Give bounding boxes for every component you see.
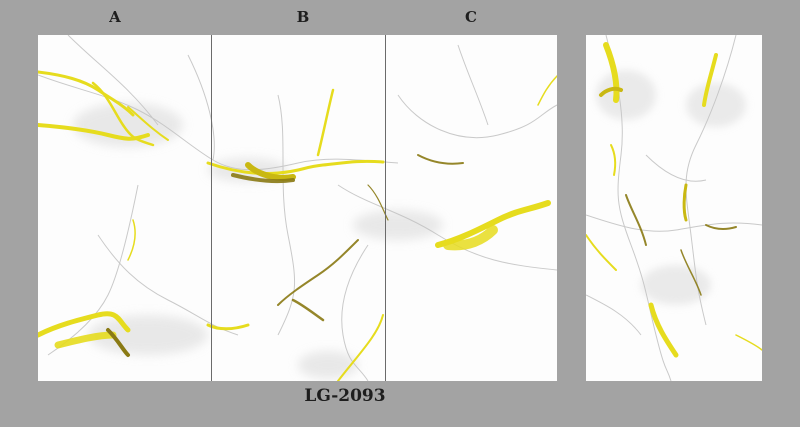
panel-divider-ab bbox=[211, 35, 212, 381]
marble-vein-pattern-main bbox=[38, 35, 557, 381]
marble-slab-side bbox=[586, 35, 762, 381]
panel-label-c: C bbox=[465, 8, 477, 26]
panel-label-a: A bbox=[109, 8, 121, 26]
marble-vein-pattern-side bbox=[586, 35, 762, 381]
marble-slab-main bbox=[38, 35, 557, 381]
panel-divider-bc bbox=[385, 35, 386, 381]
panel-label-b: B bbox=[296, 8, 310, 26]
model-code-label: LG-2093 bbox=[304, 386, 386, 406]
